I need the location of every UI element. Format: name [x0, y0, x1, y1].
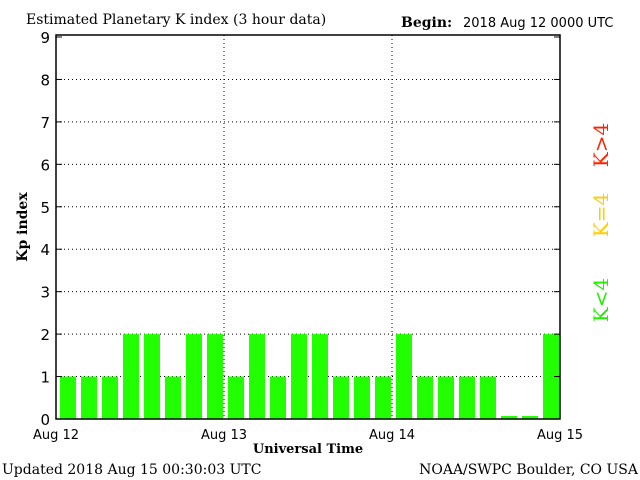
- kp-bar: [60, 376, 76, 419]
- x-axis-label: Universal Time: [253, 442, 363, 457]
- kp-bar: [186, 334, 202, 419]
- y-tick-label: 2: [40, 326, 50, 344]
- kp-bar: [207, 334, 223, 419]
- kp-bar: [102, 376, 118, 419]
- begin-value: 2018 Aug 12 0000 UTC: [463, 16, 613, 31]
- kp-bar: [144, 334, 160, 419]
- footer-source: NOAA/SWPC Boulder, CO USA: [419, 462, 639, 478]
- kp-bar: [165, 376, 181, 419]
- y-tick-label: 0: [40, 411, 50, 429]
- kp-bar: [354, 376, 370, 419]
- kp-bar: [417, 376, 433, 419]
- y-tick-label: 7: [40, 114, 50, 132]
- x-tick-label: Aug 14: [369, 428, 415, 443]
- y-tick-label: 1: [40, 369, 50, 387]
- footer-updated: Updated 2018 Aug 15 00:30:03 UTC: [2, 462, 261, 478]
- x-tick-label: Aug 13: [201, 428, 247, 443]
- x-tick-label: Aug 15: [537, 428, 583, 443]
- y-tick-label: 6: [40, 156, 50, 174]
- kp-bar: [123, 334, 139, 419]
- kp-bar: [228, 376, 244, 419]
- kp-bar: [522, 416, 538, 419]
- y-axis-label: Kp index: [15, 192, 31, 262]
- kp-bar: [396, 334, 412, 419]
- kp-bar: [375, 376, 391, 419]
- y-tick-label: 9: [40, 29, 50, 47]
- y-tick-label: 5: [40, 199, 50, 217]
- kp-bar: [291, 334, 307, 419]
- plot-frame: [55, 34, 561, 420]
- legend-entry-equal-4: K=4: [589, 193, 613, 237]
- kp-bar: [270, 376, 286, 419]
- x-tick-label: Aug 12: [33, 428, 79, 443]
- kp-bar: [81, 376, 97, 419]
- y-tick-label: 4: [40, 241, 50, 259]
- legend-entry-above-4: K>4: [589, 123, 613, 167]
- kp-bar: [438, 376, 454, 419]
- chart-title: Estimated Planetary K index (3 hour data…: [26, 12, 326, 28]
- kp-bar: [480, 376, 496, 419]
- kp-bar: [249, 334, 265, 419]
- y-tick-label: 8: [40, 71, 50, 89]
- kp-bar: [501, 416, 517, 419]
- kp-bar: [333, 376, 349, 419]
- y-tick-label: 3: [40, 284, 50, 302]
- kp-bar: [312, 334, 328, 419]
- begin-label: Begin:: [401, 15, 452, 31]
- legend-entry-below-4: K<4: [589, 278, 613, 322]
- kp-bar: [459, 376, 475, 419]
- kp-bar: [543, 334, 559, 419]
